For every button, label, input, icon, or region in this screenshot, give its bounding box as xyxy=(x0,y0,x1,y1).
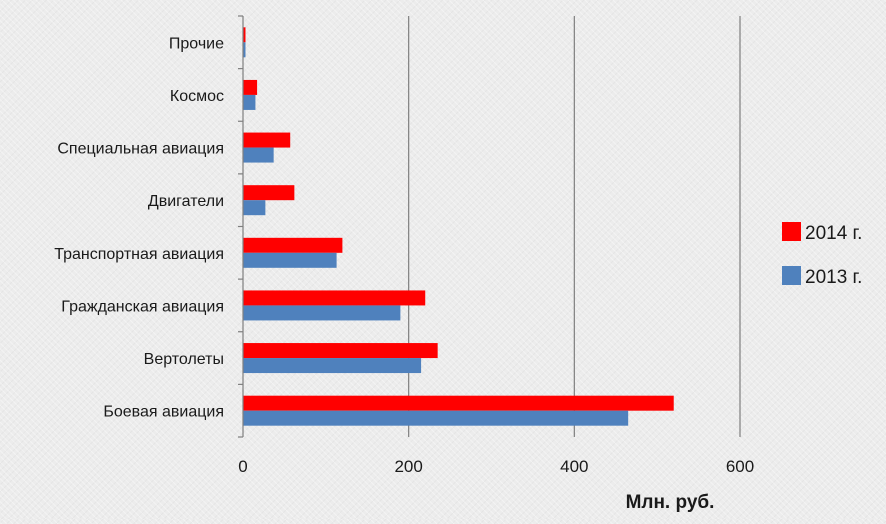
x-tick-label: 400 xyxy=(560,457,588,476)
bar-series-2 xyxy=(243,147,274,163)
x-tick-label: 0 xyxy=(238,457,247,476)
bar-series-1 xyxy=(243,395,674,411)
legend-label: 2013 г. xyxy=(805,267,862,288)
bar-series-1 xyxy=(243,343,438,359)
category-label: Двигатели xyxy=(148,193,224,210)
bar-series-1 xyxy=(243,237,343,253)
category-label: Вертолеты xyxy=(144,351,224,368)
category-label: Боевая авиация xyxy=(103,404,224,421)
bar-series-2 xyxy=(243,252,337,268)
category-labels: Боевая авиация Вертолеты Гражданская авиац… xyxy=(54,35,224,420)
bar-series-2 xyxy=(243,200,266,216)
bar-series-2 xyxy=(243,410,629,426)
x-tick-label: 200 xyxy=(394,457,422,476)
category-label: Прочие xyxy=(169,35,224,52)
bar-series-2 xyxy=(243,94,256,110)
bar-series-2 xyxy=(243,305,401,321)
bar-series-1 xyxy=(243,132,291,148)
category-label: Космос xyxy=(170,88,224,105)
x-axis-label: Млн. руб. xyxy=(626,492,715,513)
bar-series-1 xyxy=(243,27,246,43)
bars xyxy=(243,27,674,426)
x-tick-label: 600 xyxy=(726,457,754,476)
legend-swatch xyxy=(782,266,801,285)
category-label: Гражданская авиация xyxy=(61,298,224,315)
legend-label: 2014 г. xyxy=(805,223,862,244)
bar-series-1 xyxy=(243,185,295,201)
category-label: Транспортная авиация xyxy=(54,246,224,263)
bar-series-1 xyxy=(243,79,258,95)
bar-series-2 xyxy=(243,358,422,374)
category-label: Специальная авиация xyxy=(57,141,224,158)
bar-series-2 xyxy=(243,42,246,58)
y-tick-marks xyxy=(238,15,243,438)
legend: 2014 г. 2013 г. xyxy=(782,222,862,288)
bar-series-1 xyxy=(243,290,426,306)
legend-swatch xyxy=(782,222,801,241)
gridlines xyxy=(408,16,741,437)
x-tick-labels: 0 200 400 600 xyxy=(238,457,754,476)
